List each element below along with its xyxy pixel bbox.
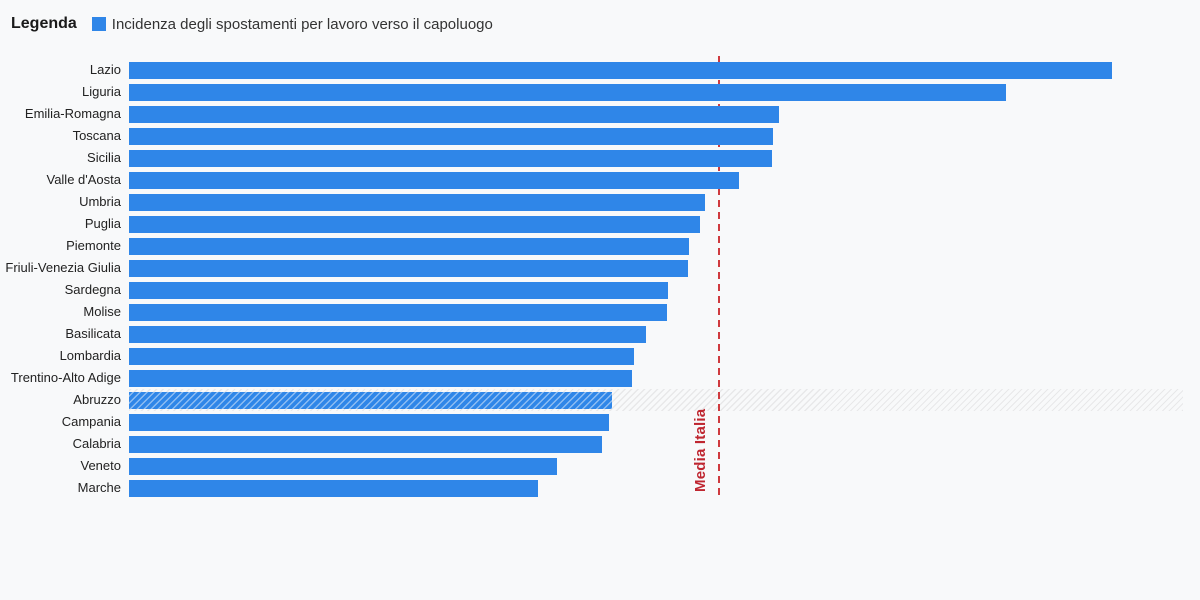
bar[interactable] <box>129 259 689 277</box>
bar-row: Molise <box>0 301 1183 323</box>
bar-area <box>129 301 1183 323</box>
bar-area <box>129 411 1183 433</box>
bar[interactable] <box>129 127 773 145</box>
bar-row: Liguria <box>0 81 1183 103</box>
category-label: Sicilia <box>87 150 121 165</box>
bar-area <box>129 345 1183 367</box>
bar-area <box>129 323 1183 345</box>
bar-area <box>129 103 1183 125</box>
bar-row: Abruzzo <box>0 389 1183 411</box>
category-label: Marche <box>77 480 121 495</box>
bar-row: Lazio <box>0 59 1183 81</box>
category-label: Veneto <box>80 458 122 473</box>
bar[interactable] <box>129 347 634 365</box>
bar[interactable] <box>129 61 1113 79</box>
bar-row: Lombardia <box>0 345 1183 367</box>
bar-area <box>129 367 1183 389</box>
bar[interactable] <box>129 281 669 299</box>
bar-area <box>129 191 1183 213</box>
bar[interactable] <box>129 303 667 321</box>
bar[interactable] <box>129 479 539 497</box>
bar-area <box>129 235 1183 257</box>
bar-row: Sicilia <box>0 147 1183 169</box>
bar-area <box>129 389 1183 411</box>
category-label: Umbria <box>79 194 121 209</box>
bar-area <box>129 169 1183 191</box>
bar-area <box>129 213 1183 235</box>
bar-row: Trentino-Alto Adige <box>0 367 1183 389</box>
bar-row: Umbria <box>0 191 1183 213</box>
bar-row: Veneto <box>0 455 1183 477</box>
category-label: Trentino-Alto Adige <box>10 370 121 385</box>
category-label: Toscana <box>72 128 121 143</box>
bar-row: Valle d'Aosta <box>0 169 1183 191</box>
bar[interactable] <box>129 83 1007 101</box>
average-line-label: Media Italia <box>692 408 709 492</box>
category-label: Sardegna <box>64 282 121 297</box>
bar[interactable] <box>129 369 633 387</box>
category-label: Valle d'Aosta <box>46 172 121 187</box>
category-label: Lazio <box>89 62 121 77</box>
category-label: Campania <box>61 414 121 429</box>
bar-row: Puglia <box>0 213 1183 235</box>
category-label: Lombardia <box>59 348 121 363</box>
category-label: Basilicata <box>65 326 121 341</box>
bar[interactable] <box>129 215 700 233</box>
bar-row: Toscana <box>0 125 1183 147</box>
bar[interactable] <box>129 105 779 123</box>
category-label: Emilia-Romagna <box>24 106 121 121</box>
bar-area <box>129 125 1183 147</box>
bar-row: Friuli-Venezia Giulia <box>0 257 1183 279</box>
bar-row: Emilia-Romagna <box>0 103 1183 125</box>
bar-row: Sardegna <box>0 279 1183 301</box>
category-label: Puglia <box>84 216 121 231</box>
category-label: Calabria <box>72 436 121 451</box>
bar-row: Marche <box>0 477 1183 499</box>
bar-area <box>129 455 1183 477</box>
bar-area <box>129 279 1183 301</box>
category-label: Molise <box>83 304 121 319</box>
bar[interactable] <box>129 413 610 431</box>
category-label: Piemonte <box>66 238 121 253</box>
bar-area <box>129 433 1183 455</box>
bar-area <box>129 81 1183 103</box>
bar-area <box>129 257 1183 279</box>
bar[interactable] <box>129 435 603 453</box>
legend-title: Legenda <box>11 15 77 32</box>
bar-area <box>129 147 1183 169</box>
category-label: Friuli-Venezia Giulia <box>5 260 121 275</box>
legend: Legenda Incidenza degli spostamenti per … <box>11 14 493 34</box>
category-label: Liguria <box>81 84 121 99</box>
legend-item-label: Incidenza degli spostamenti per lavoro v… <box>111 15 493 33</box>
bar-row: Campania <box>0 411 1183 433</box>
bar[interactable] <box>129 325 646 343</box>
legend-item[interactable]: Incidenza degli spostamenti per lavoro v… <box>91 15 493 33</box>
bar[interactable] <box>129 457 557 475</box>
bar-area <box>129 477 1183 499</box>
plot-area: Lazio Liguria Emilia-Romagna Toscana Sic… <box>0 59 1183 499</box>
bar[interactable] <box>129 193 705 211</box>
bar-row: Calabria <box>0 433 1183 455</box>
bar[interactable] <box>129 149 773 167</box>
legend-swatch-icon <box>91 17 106 31</box>
bar-row: Basilicata <box>0 323 1183 345</box>
bar[interactable] <box>129 237 690 255</box>
bar-row: Piemonte <box>0 235 1183 257</box>
bar[interactable] <box>129 391 613 409</box>
average-line <box>718 56 720 500</box>
bar[interactable] <box>129 171 740 189</box>
bar-area <box>129 59 1183 81</box>
category-label: Abruzzo <box>73 392 121 407</box>
